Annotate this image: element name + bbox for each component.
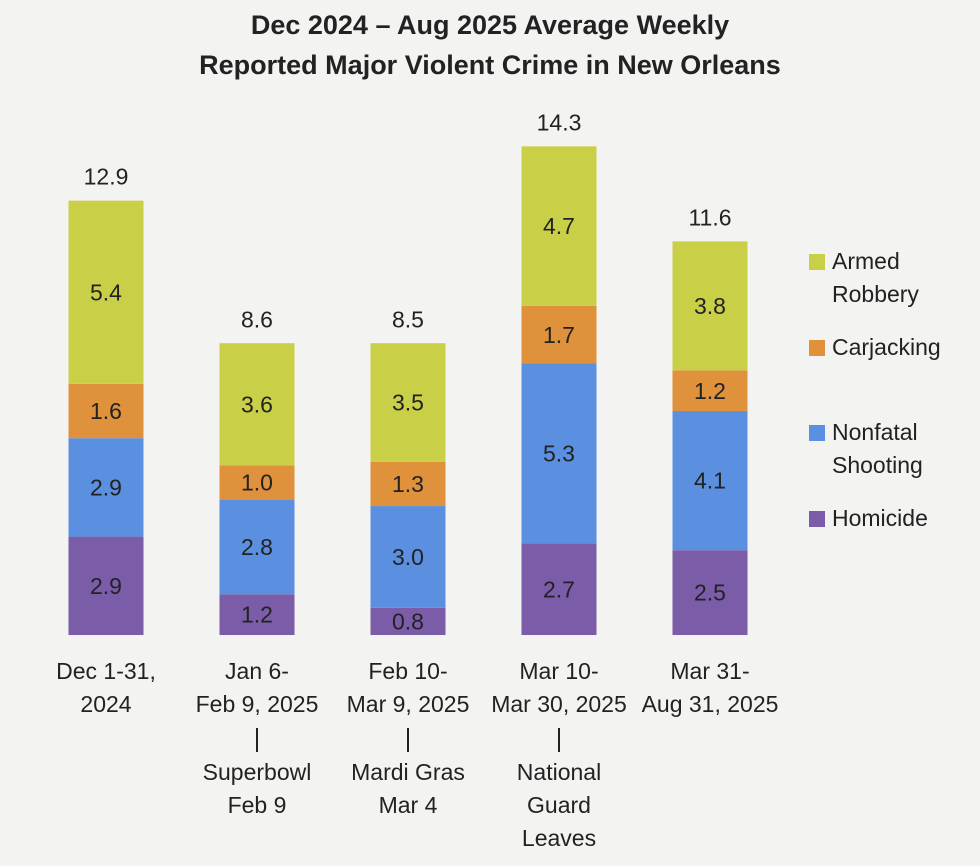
bar-segment xyxy=(68,438,144,537)
chart-title: Reported Major Violent Crime in New Orle… xyxy=(199,50,781,80)
x-tick-label: Mar 31- xyxy=(670,658,749,684)
bar-segment xyxy=(219,499,295,595)
bar-segment xyxy=(370,461,446,507)
x-tick-label: Mar 9, 2025 xyxy=(347,691,470,717)
bar-segment xyxy=(219,343,295,466)
x-tick-label: Mar 10- xyxy=(519,658,598,684)
value-label: 1.6 xyxy=(90,398,122,424)
annotation: Guard xyxy=(527,792,591,818)
legend-label: Armed Robbery xyxy=(832,248,919,307)
value-label: 3.0 xyxy=(392,544,424,570)
value-label: 5.3 xyxy=(543,441,575,467)
x-tick-label: 2024 xyxy=(80,691,131,717)
bar-segment xyxy=(370,343,446,462)
value-label: 5.4 xyxy=(90,279,122,305)
value-label: 2.9 xyxy=(90,573,122,599)
annotation: Feb 9 xyxy=(228,792,287,818)
annotation: Superbowl xyxy=(203,759,312,785)
bar-segment xyxy=(672,370,748,412)
x-tick-label: Aug 31, 2025 xyxy=(642,691,779,717)
total-label: 14.3 xyxy=(537,109,582,135)
value-label: 0.8 xyxy=(392,609,424,635)
legend-swatch xyxy=(809,254,825,270)
bar-segment xyxy=(68,536,144,635)
bar-segment xyxy=(521,543,597,635)
x-tick-label: Dec 1-31, xyxy=(56,658,156,684)
bar-segment xyxy=(672,550,748,635)
legend-swatch xyxy=(809,340,825,356)
annotation: Mar 4 xyxy=(379,792,438,818)
x-tick-label: Feb 10- xyxy=(368,658,447,684)
annotation: National xyxy=(517,759,601,785)
bar-segment xyxy=(68,200,144,384)
bar-segment xyxy=(672,241,748,371)
value-label: 2.8 xyxy=(241,534,273,560)
value-label: 3.5 xyxy=(392,390,424,416)
legend-label: Carjacking xyxy=(832,334,941,360)
value-label: 2.7 xyxy=(543,576,575,602)
value-label: 2.5 xyxy=(694,580,726,606)
x-tick-label: Jan 6- xyxy=(225,658,289,684)
x-tick-label: Feb 9, 2025 xyxy=(196,691,319,717)
bar-segment xyxy=(370,506,446,608)
value-label: 4.7 xyxy=(543,213,575,239)
value-label: 2.9 xyxy=(90,474,122,500)
annotation: Leaves xyxy=(522,825,596,851)
value-label: 3.8 xyxy=(694,293,726,319)
x-tick-label: Mar 30, 2025 xyxy=(491,691,627,717)
legend-label: Homicide xyxy=(832,505,928,531)
value-label: 1.0 xyxy=(241,469,273,495)
annotation: Mardi Gras xyxy=(351,759,465,785)
bar-segment xyxy=(370,607,446,635)
total-label: 11.6 xyxy=(688,204,731,230)
value-label: 1.2 xyxy=(241,602,273,628)
bar-segment xyxy=(219,465,295,500)
value-label: 1.7 xyxy=(543,322,575,348)
value-label: 1.2 xyxy=(694,378,726,404)
bar-segment xyxy=(68,383,144,439)
bar-segment xyxy=(672,411,748,551)
value-label: 1.3 xyxy=(392,471,424,497)
total-label: 12.9 xyxy=(84,164,129,190)
value-label: 3.6 xyxy=(241,391,273,417)
value-label: 4.1 xyxy=(694,468,726,494)
bar-segment xyxy=(219,594,295,635)
legend-swatch xyxy=(809,511,825,527)
bar-segment xyxy=(521,363,597,544)
legend-label: Nonfatal Shooting xyxy=(832,419,923,478)
total-label: 8.6 xyxy=(241,306,273,332)
chart-title: Dec 2024 – Aug 2025 Average Weekly xyxy=(251,10,729,40)
legend-swatch xyxy=(809,425,825,441)
bar-segment xyxy=(521,305,597,364)
total-label: 8.5 xyxy=(392,306,424,332)
bar-segment xyxy=(521,146,597,306)
